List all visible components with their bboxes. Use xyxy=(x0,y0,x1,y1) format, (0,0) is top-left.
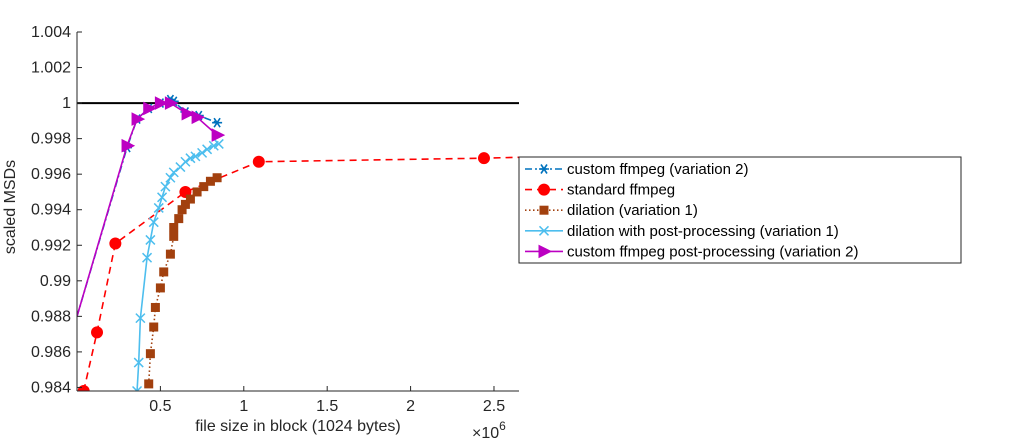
dilation-v1-point xyxy=(212,173,222,183)
y-tick-label: 1.002 xyxy=(31,60,71,77)
custom-ffmpeg-post-v2-point xyxy=(191,110,206,125)
legend-entry-dilation-post-v1: dilation with post-processing (variation… xyxy=(525,223,839,240)
standard-ffmpeg-point xyxy=(109,237,122,250)
dilation-v1-point xyxy=(155,283,165,293)
dilation-post-v1-point xyxy=(135,313,146,324)
dilation-v1-point xyxy=(174,214,184,224)
dilation-post-v1-point xyxy=(168,167,179,178)
y-tick-label: 0.992 xyxy=(31,237,71,254)
legend-label: dilation with post-processing (variation… xyxy=(567,223,839,240)
plot-background xyxy=(77,32,519,391)
legend-custom-ffmpeg-post-v2-point xyxy=(538,244,553,259)
y-tick-label: 0.988 xyxy=(31,308,71,325)
legend-label: dilation (variation 1) xyxy=(567,202,698,219)
x-axis-multiplier: ×106 xyxy=(472,419,506,442)
dilation-post-v1-point xyxy=(153,202,164,213)
x-tick-label: 2 xyxy=(406,398,415,415)
dilation-v1-point xyxy=(180,199,190,209)
standard-ffmpeg-point xyxy=(91,326,104,339)
dilation-post-v1-series xyxy=(132,138,224,391)
dilation-v1-point xyxy=(169,222,179,232)
standard-ffmpeg-point xyxy=(477,152,490,165)
custom-ffmpeg-post-v2-point xyxy=(131,112,146,126)
plot-area xyxy=(77,32,519,391)
dilation-v1-point xyxy=(159,267,169,277)
legend-standard-ffmpeg-point xyxy=(538,183,550,196)
legend-custom-ffmpeg-v2-point xyxy=(539,164,549,174)
dilation-post-v1-point xyxy=(133,357,144,368)
y-tick-label: 1.004 xyxy=(31,24,71,41)
dilation-post-v1-point xyxy=(213,138,224,149)
legend-entry-custom-ffmpeg-post-v2: custom ffmpeg post-processing (variation… xyxy=(525,243,859,260)
custom-ffmpeg-post-v2-series xyxy=(77,96,226,317)
y-tick-label: 0.986 xyxy=(31,344,71,361)
dilation-v1-point xyxy=(149,322,159,332)
legend-entry-custom-ffmpeg-v2: custom ffmpeg (variation 2) xyxy=(525,161,748,178)
dilation-post-v1-point xyxy=(142,252,153,263)
legend-entry-standard-ffmpeg: standard ffmpeg xyxy=(525,182,675,199)
y-tick-label: 0.994 xyxy=(31,202,71,219)
legend-dilation-post-v1-point xyxy=(538,225,550,236)
dilation-v1-point xyxy=(145,349,155,359)
dilation-post-v1-point xyxy=(190,151,201,162)
x-tick-label: 1 xyxy=(239,398,248,415)
dilation-post-v1-point xyxy=(160,181,171,192)
x-axis-label: file size in block (1024 bytes) xyxy=(195,418,400,435)
dilation-post-v1-point xyxy=(165,172,176,183)
y-tick-label: 0.998 xyxy=(31,131,71,148)
legend-dilation-v1-point xyxy=(539,205,549,215)
y-tick-label: 0.99 xyxy=(40,273,71,290)
legend-entry-dilation-v1: dilation (variation 1) xyxy=(525,202,698,219)
dilation-v1-point xyxy=(192,187,202,197)
y-axis-label: scaled MSDs xyxy=(2,160,19,254)
legend-label: custom ffmpeg (variation 2) xyxy=(567,161,748,178)
x-tick-label: 2.5 xyxy=(483,398,505,415)
dilation-post-v1-point xyxy=(148,217,159,228)
x-tick-label: 0.5 xyxy=(149,398,171,415)
dilation-v1-point xyxy=(185,194,195,204)
custom-ffmpeg-post-v2-point xyxy=(181,106,196,121)
series-layer xyxy=(77,94,519,391)
standard-ffmpeg-point xyxy=(252,155,265,168)
custom-ffmpeg-post-v2-point xyxy=(164,96,179,110)
y-tick-label: 0.984 xyxy=(31,379,71,396)
dilation-v1-point xyxy=(169,231,179,241)
dilation-post-v1-point xyxy=(132,385,143,391)
dilation-post-v1-point xyxy=(197,147,208,158)
legend: custom ffmpeg (variation 2) standard ffmp… xyxy=(518,156,962,264)
dilation-v1-point xyxy=(165,249,175,259)
custom-ffmpeg-post-v2-point xyxy=(154,96,169,110)
x-axis-multiplier-exponent: 6 xyxy=(499,419,506,433)
y-tick-label: 0.996 xyxy=(31,166,71,183)
dilation-post-v1-point xyxy=(157,192,168,203)
dilation-v1-point xyxy=(144,379,154,389)
custom-ffmpeg-v2-point xyxy=(212,117,223,128)
dilation-v1-series xyxy=(144,173,222,389)
x-tick-label: 1.5 xyxy=(316,398,338,415)
custom-ffmpeg-post-v2-point xyxy=(121,138,136,153)
standard-ffmpeg-point xyxy=(77,385,90,391)
legend-label: custom ffmpeg post-processing (variation… xyxy=(567,243,859,260)
custom-ffmpeg-post-v2-point xyxy=(143,101,157,116)
dilation-post-v1-point xyxy=(202,144,213,155)
legend-box xyxy=(518,156,962,264)
dilation-v1-point xyxy=(150,302,160,312)
custom-ffmpeg-post-v2-point xyxy=(211,128,226,142)
dilation-v1-point xyxy=(199,182,209,192)
dilation-post-v1-point xyxy=(180,156,191,167)
y-tick-label: 1 xyxy=(62,95,71,112)
x-axis-multiplier-base: ×10 xyxy=(472,425,499,442)
legend-label: standard ffmpeg xyxy=(567,182,675,199)
axes-layer: 0.984 0.986 0.988 0.99 0.992 0.994 0.996 0.998 1… xyxy=(31,24,519,415)
dilation-post-v1-point xyxy=(145,234,156,245)
